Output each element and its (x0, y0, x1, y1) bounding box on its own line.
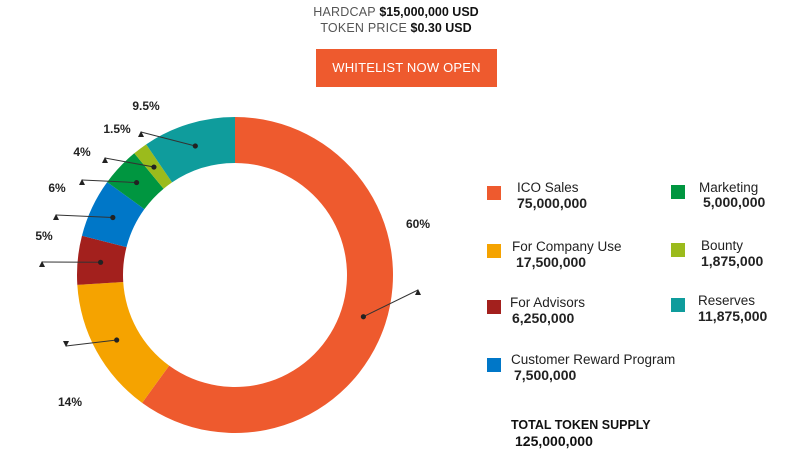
legend-label: Bounty (701, 238, 744, 253)
legend-swatch (487, 186, 501, 200)
token-price-value: $0.30 USD (410, 21, 472, 35)
leader-dot (133, 179, 140, 186)
leader-arrow (102, 157, 108, 163)
legend-swatch (487, 300, 501, 314)
data-label-ico-sales: 60% (406, 217, 430, 231)
legend-swatch (487, 358, 501, 372)
leader-line (140, 131, 196, 147)
hardcap-label: HARDCAP (313, 5, 376, 19)
legend-label: ICO Sales (517, 180, 579, 195)
legend-value: 1,875,000 (701, 253, 764, 269)
legend-swatch (671, 298, 685, 312)
donut-slice-reserves (146, 117, 235, 183)
donut-slice-for-company-use (77, 282, 170, 403)
leader-dot (114, 337, 120, 343)
donut-slice-customer-reward-program (81, 182, 145, 248)
leader-arrow (39, 261, 45, 267)
legend-swatch (671, 243, 685, 257)
legend-label: For Advisors (510, 295, 586, 310)
data-label-for-company-use: 14% (58, 395, 82, 409)
legend-swatch (487, 244, 501, 258)
legend-value: 5,000,000 (703, 194, 766, 210)
leader-arrow (53, 214, 59, 220)
leader-line (65, 339, 117, 347)
leader-dot (192, 143, 198, 149)
header: HARDCAP $15,000,000 USD TOKEN PRICE $0.3… (0, 4, 792, 36)
leader-line (81, 179, 137, 184)
legend-value: 6,250,000 (512, 310, 575, 326)
leader-arrow (63, 341, 69, 347)
legend-value: 7,500,000 (514, 367, 577, 383)
legend-label: For Company Use (512, 239, 622, 254)
data-label-for-advisors: 5% (35, 229, 53, 243)
data-label-customer-reward-program: 6% (48, 181, 66, 195)
legend-label: Customer Reward Program (511, 352, 676, 367)
legend-value: 17,500,000 (516, 254, 587, 270)
token-price-label: TOKEN PRICE (320, 21, 408, 35)
data-label-bounty: 1.5% (103, 122, 131, 136)
data-label-marketing: 4% (73, 145, 91, 159)
legend-swatch (671, 185, 685, 199)
leader-arrow (138, 131, 144, 137)
data-label-reserves: 9.5% (132, 99, 160, 113)
legend-label: Marketing (699, 180, 759, 195)
leader-arrow (79, 179, 85, 185)
token-price-line: TOKEN PRICE $0.30 USD (0, 20, 792, 36)
total-supply-value: 125,000,000 (515, 433, 593, 449)
leader-dot (97, 259, 104, 265)
leader-line (363, 289, 419, 318)
leader-arrow (415, 289, 421, 295)
hardcap-line: HARDCAP $15,000,000 USD (0, 4, 792, 20)
hardcap-value: $15,000,000 USD (379, 5, 479, 19)
legend-value: 11,875,000 (698, 308, 768, 324)
leader-dot (151, 164, 157, 170)
leader-dot (360, 314, 366, 320)
legend-value: 75,000,000 (517, 195, 588, 211)
legend-label: Reserves (698, 293, 756, 308)
leader-line (104, 157, 155, 168)
leader-dot (110, 214, 116, 221)
leader-line (55, 214, 113, 219)
total-supply-label: TOTAL TOKEN SUPPLY (511, 418, 651, 432)
whitelist-button[interactable]: WHITELIST NOW OPEN (316, 49, 497, 87)
donut-slice-ico-sales (142, 117, 393, 433)
